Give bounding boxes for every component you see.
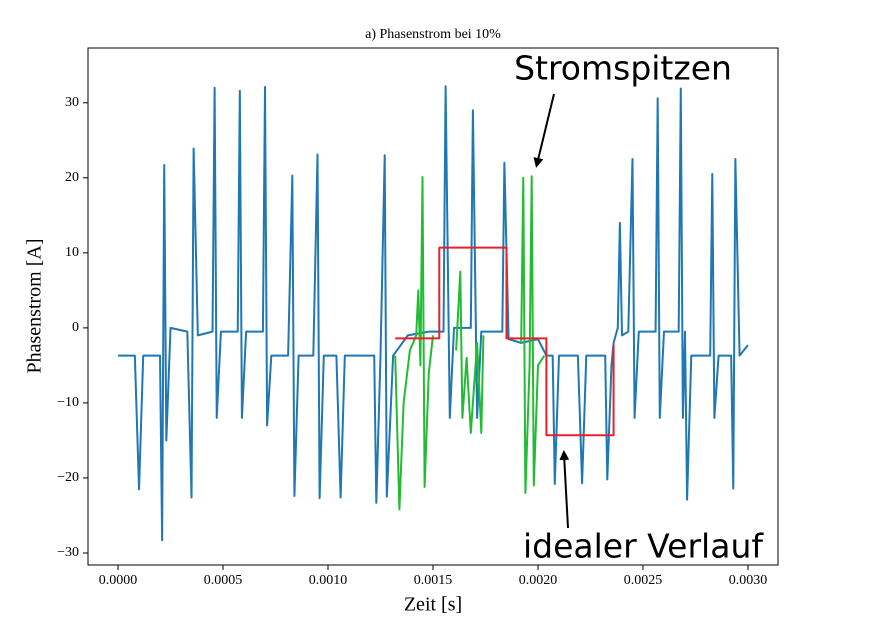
annotation-arrow	[533, 93, 555, 168]
annotation: Stromspitzen	[514, 49, 732, 88]
y-tick-label: −30	[57, 545, 79, 560]
y-tick-label: 20	[65, 170, 79, 185]
y-tick-label: 10	[65, 245, 79, 260]
series-line	[118, 85, 749, 542]
x-tick-label: 0.0000	[99, 573, 138, 588]
x-tick-label: 0.0010	[309, 573, 348, 588]
series-line	[395, 246, 615, 437]
plot-area	[118, 85, 749, 542]
x-tick-label: 0.0025	[624, 573, 663, 588]
annotation: idealer Verlauf	[523, 527, 764, 566]
annotation-arrow	[559, 450, 570, 529]
series-line	[394, 175, 546, 511]
x-tick-label: 0.0020	[519, 573, 558, 588]
y-tick-label: −10	[57, 395, 79, 410]
y-axis-label: Phasenstrom [A]	[24, 239, 46, 374]
x-tick-label: 0.0015	[414, 573, 453, 588]
y-tick-label: 30	[65, 95, 79, 110]
y-tick-label: 0	[72, 320, 79, 335]
y-tick-label: −20	[57, 470, 79, 485]
chart-title: a) Phasenstrom bei 10%	[365, 27, 501, 42]
x-tick-label: 0.0005	[204, 573, 243, 588]
x-axis-label: Zeit [s]	[404, 594, 462, 616]
x-tick-label: 0.0030	[729, 573, 768, 588]
